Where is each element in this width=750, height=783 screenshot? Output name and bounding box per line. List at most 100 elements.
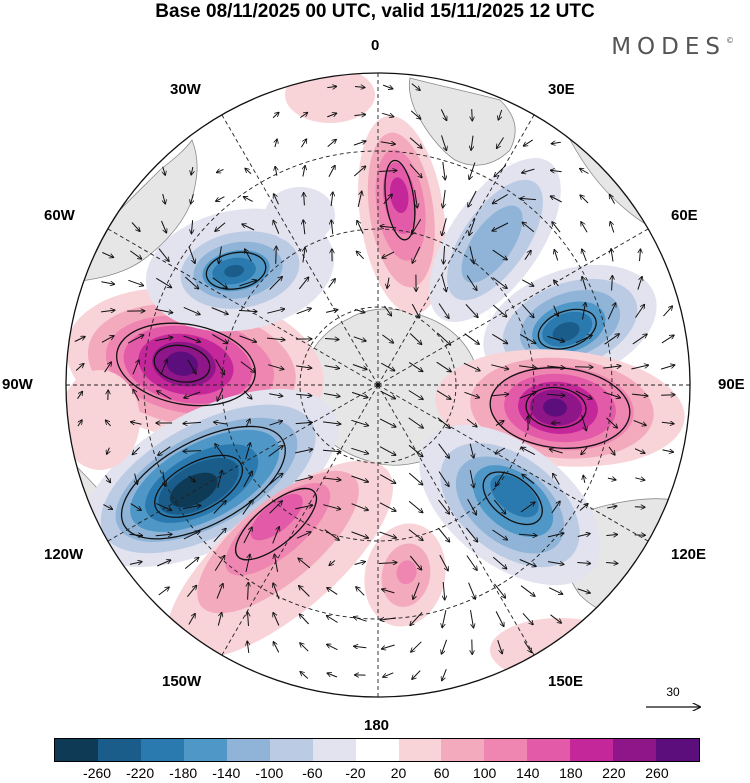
wind-vector [183,422,202,423]
wind-vector [74,337,85,342]
wind-vector [163,193,166,204]
wind-vector [183,505,201,510]
colorbar-tick: 140 [516,765,540,781]
wind-vector [548,587,563,595]
wind-vector [553,305,559,317]
wind-vector [579,504,588,511]
wind-vector [661,422,674,424]
wind-vector [465,527,477,542]
colorbar-tick: 220 [602,765,626,781]
wind-vector [243,527,252,544]
wind-vector [379,474,396,484]
wind-vector [325,310,338,313]
wind-vector [296,532,311,539]
wind-vector [663,306,673,317]
wind-vector [438,499,450,514]
wind-vector [214,422,227,424]
colorbar-tick: -180 [169,765,198,781]
wind-vector [275,166,277,176]
lon-label-90e: 90E [718,376,745,393]
wind-vector [323,393,340,397]
wind-vector [269,277,283,290]
lon-label-60e: 60E [671,207,698,224]
wind-vector [211,307,229,315]
wind-vector [380,618,397,620]
wind-vector [575,390,592,399]
lon-label-120e: 120E [671,546,707,563]
wind-vector [411,219,422,234]
wind-vector [191,193,194,204]
wind-vector [131,422,142,424]
wind-vector [298,277,308,290]
wind-vector [498,109,503,120]
wind-vector [413,582,420,600]
wind-vector [132,447,141,454]
wind-vector [410,612,423,625]
wind-vector [494,583,506,598]
wind-vector [442,218,447,235]
polar-map [65,72,691,698]
wind-vector [472,109,473,121]
wind-vector [379,418,396,427]
reference-vector-value: 30 [666,685,680,699]
wind-vector [381,644,395,649]
colorbar-tick: 260 [645,765,669,781]
wind-vector [327,588,338,595]
wind-vector [547,335,564,341]
wind-vector [273,642,280,653]
colorbar-cell [183,739,227,761]
wind-vector [606,563,618,564]
wind-vector [213,528,226,543]
wind-vector [411,303,419,318]
wind-vector [300,672,309,679]
wind-vector [612,276,613,291]
wind-vector [464,333,480,345]
south-pole-marker [376,383,380,387]
lon-label-150w: 150W [162,673,202,690]
reference-arrow-icon [646,685,704,715]
wind-vector [441,135,447,150]
wind-vector [631,365,648,370]
colorbar-cell [570,739,614,761]
wind-vector [495,471,506,487]
wind-vector [239,335,257,342]
wind-vector [184,276,198,289]
wind-vector [353,166,365,177]
wind-vector [387,277,389,289]
wind-vector [268,473,283,486]
wind-vector [547,366,565,368]
wind-vector [272,112,279,119]
wind-vectors [74,83,675,681]
wind-vector [577,534,590,537]
reference-vector: 30 [642,685,704,715]
wind-vector [470,610,474,628]
wind-vector [299,614,310,625]
colorbar-cell [484,739,528,761]
wind-vector [299,586,310,597]
wind-vector [357,191,362,208]
wind-vector [245,443,251,460]
wind-vector [492,333,507,343]
wind-vector [383,194,393,205]
wind-vector [494,164,507,176]
wind-vector [468,190,477,207]
colorbar-tick: -220 [126,765,155,781]
wind-vector [274,554,279,572]
wind-vector [441,274,447,291]
lon-label-60w: 60W [44,207,75,224]
wind-vector [105,475,111,482]
wind-vector [266,338,285,340]
wind-vector [296,308,312,315]
wind-vector [610,222,615,233]
wind-vector [328,165,335,177]
colorbar-cell [226,739,270,761]
wind-vector [107,447,110,455]
wind-vector [577,588,591,593]
wind-vector [437,417,450,429]
wind-vector [554,280,559,287]
wind-vector [378,563,397,564]
wind-vector [131,222,140,232]
colorbar [54,738,700,762]
wind-vector [581,222,588,233]
wind-vector [550,614,562,623]
